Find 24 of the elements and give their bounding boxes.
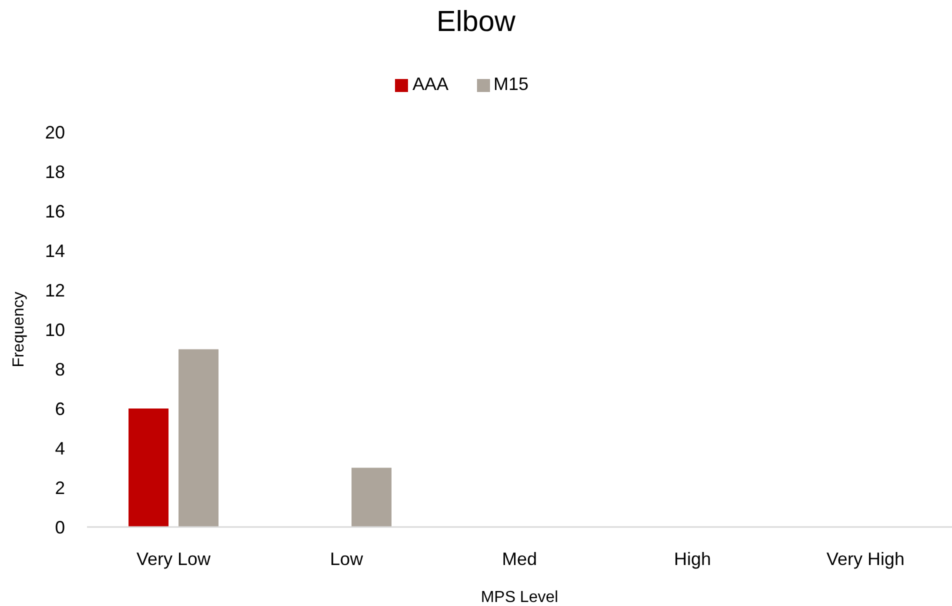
y-tick-label: 8 xyxy=(54,359,65,380)
bar xyxy=(352,468,392,527)
y-tick-label: 6 xyxy=(54,398,65,419)
x-tick-label: Low xyxy=(330,548,364,569)
y-tick-label: 20 xyxy=(44,122,65,142)
x-axis-title: MPS Level xyxy=(480,589,558,606)
x-tick-label: Very High xyxy=(826,548,905,569)
legend-label: M15 xyxy=(494,74,529,94)
y-tick-label: 16 xyxy=(44,201,65,222)
y-tick-label: 0 xyxy=(54,517,65,538)
y-tick-label: 18 xyxy=(44,162,65,182)
y-tick-label: 4 xyxy=(54,438,65,458)
y-tick-label: 10 xyxy=(44,320,65,340)
legend-label: AAA xyxy=(412,74,448,94)
y-axis-title: Frequency xyxy=(10,292,28,368)
y-tick-label: 12 xyxy=(44,280,65,300)
bar xyxy=(128,408,169,527)
y-tick-label: 2 xyxy=(54,478,65,498)
y-tick-label: 14 xyxy=(44,240,65,261)
chart-title: Elbow xyxy=(436,5,516,40)
x-tick-label: Very Low xyxy=(136,548,212,569)
x-tick-label: High xyxy=(674,548,712,569)
x-tick-label: Med xyxy=(502,548,538,569)
bar xyxy=(178,349,219,527)
